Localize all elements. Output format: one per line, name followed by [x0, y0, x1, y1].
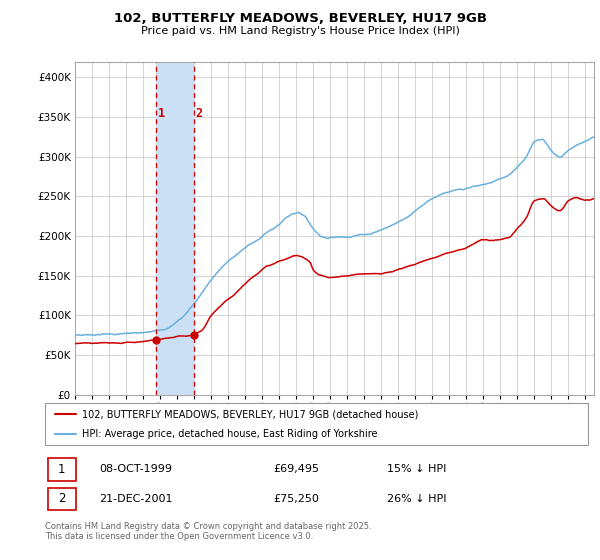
Bar	[48, 488, 76, 510]
Bar	[156, 62, 194, 395]
Text: 1: 1	[158, 106, 164, 120]
Text: 08-OCT-1999: 08-OCT-1999	[100, 464, 172, 474]
Text: 102, BUTTERFLY MEADOWS, BEVERLEY, HU17 9GB (detached house): 102, BUTTERFLY MEADOWS, BEVERLEY, HU17 9…	[82, 409, 418, 419]
Text: 21-DEC-2001: 21-DEC-2001	[100, 494, 173, 504]
Text: 2: 2	[58, 492, 65, 506]
Text: HPI: Average price, detached house, East Riding of Yorkshire: HPI: Average price, detached house, East…	[82, 430, 377, 439]
Text: 1: 1	[58, 463, 65, 476]
Text: £75,250: £75,250	[273, 494, 319, 504]
Text: Price paid vs. HM Land Registry's House Price Index (HPI): Price paid vs. HM Land Registry's House …	[140, 26, 460, 36]
Text: 2: 2	[195, 106, 202, 120]
Bar	[48, 458, 76, 480]
Text: 102, BUTTERFLY MEADOWS, BEVERLEY, HU17 9GB: 102, BUTTERFLY MEADOWS, BEVERLEY, HU17 9…	[113, 12, 487, 25]
Text: 26% ↓ HPI: 26% ↓ HPI	[387, 494, 446, 504]
Text: Contains HM Land Registry data © Crown copyright and database right 2025.
This d: Contains HM Land Registry data © Crown c…	[45, 522, 371, 542]
Text: £69,495: £69,495	[273, 464, 319, 474]
Text: 15% ↓ HPI: 15% ↓ HPI	[387, 464, 446, 474]
